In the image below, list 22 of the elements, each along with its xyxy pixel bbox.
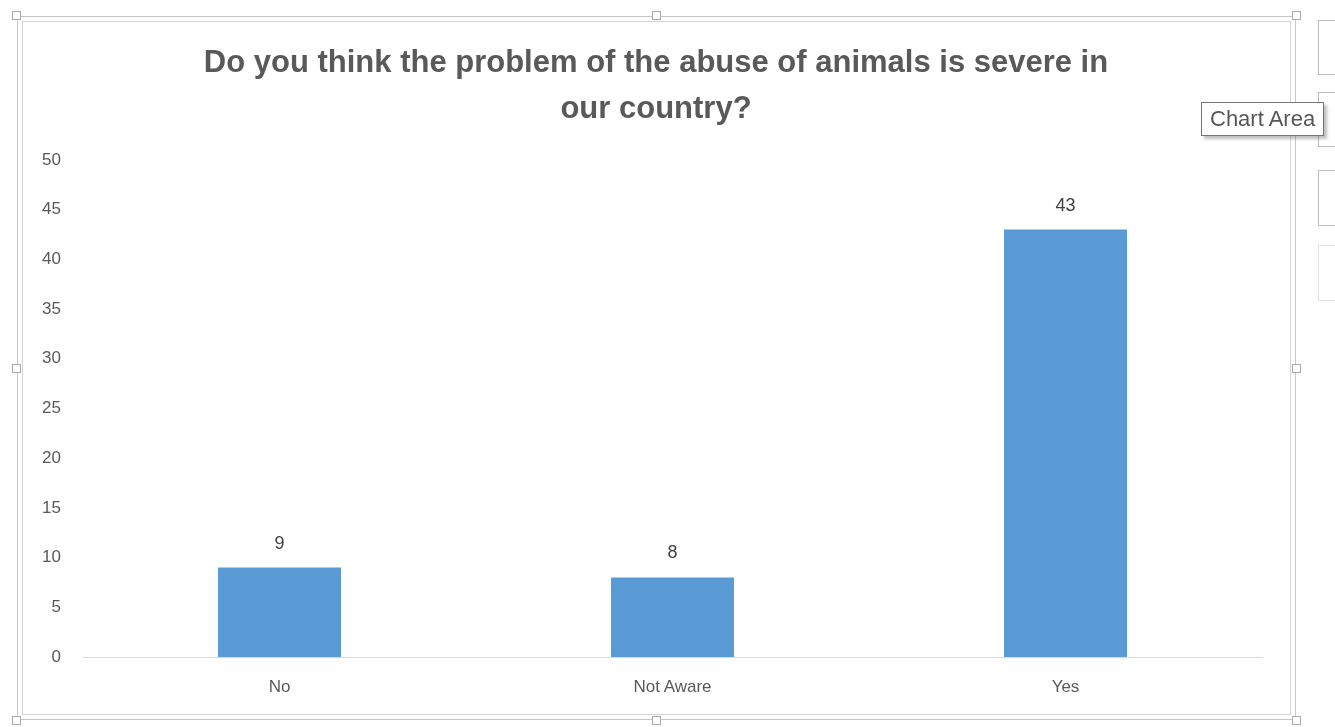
bar [218,567,342,657]
data-label: 9 [274,532,285,553]
x-tick-label: Not Aware [633,676,712,696]
y-tick-label: 40 [42,249,61,269]
y-tick-label: 5 [51,596,61,616]
text: Chart Area [1201,102,1325,136]
y-tick-label: 0 [51,646,61,666]
y-tick-label: 35 [42,298,61,318]
bar [611,577,735,657]
x-tick-label: Yes [1051,676,1080,696]
x-tick-label: No [268,676,291,696]
y-tick-label: 50 [42,149,61,169]
y-tick-label: 15 [42,497,61,517]
y-tick-label: 20 [42,447,61,467]
y-tick-label: 10 [42,547,61,567]
y-tick-label: 45 [42,199,61,219]
data-label: 8 [667,542,678,563]
bar [1004,229,1128,657]
y-tick-label: 30 [42,348,61,368]
y-tick-label: 25 [42,398,61,418]
data-label: 43 [1055,194,1076,215]
chart-title: Do you think the problem of the abuse of animals is severe in our country? [202,43,1110,127]
